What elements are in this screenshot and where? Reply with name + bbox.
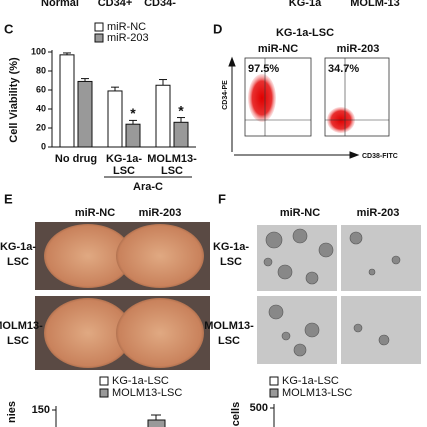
x-tick-label: MOLM13-LSC	[147, 153, 197, 177]
flow-plot	[244, 57, 312, 137]
column-label: miR-NC	[75, 207, 115, 219]
row-label: MOLM13-	[204, 320, 254, 332]
bar	[155, 84, 171, 148]
group-label: Ara-C	[133, 181, 163, 193]
axis-label: CD38-FITC	[362, 153, 398, 160]
top-label: KG-1a	[289, 0, 322, 9]
y-tick-label: 40	[36, 103, 46, 113]
axis-label: cells	[230, 402, 242, 426]
x-tick-label: KG-1a-LSC	[106, 153, 142, 177]
row-label: MOLM13-	[0, 320, 43, 332]
legend-label: miR-NC	[107, 21, 146, 33]
bar	[125, 123, 141, 148]
panel-label: D	[213, 21, 222, 36]
top-label: CD34+	[98, 0, 133, 9]
column-label: miR-203	[139, 207, 182, 219]
tick-label: 150	[32, 404, 50, 416]
legend-swatch	[94, 33, 104, 43]
row-label: KG-1a-	[213, 241, 249, 253]
percentage: 34.7%	[328, 63, 359, 75]
x-tick-label: No drug	[55, 153, 97, 165]
y-tick-label: 100	[31, 46, 46, 56]
dish-photo	[35, 222, 210, 370]
legend-label: MOLM13-LSC	[282, 387, 352, 399]
cell-photo	[257, 225, 421, 364]
legend-label: KG-1a-LSC	[112, 375, 169, 387]
bar	[59, 54, 75, 148]
legend-label: miR-203	[107, 32, 149, 44]
row-label: LSC	[220, 256, 242, 268]
top-label: CD34-	[144, 0, 176, 9]
legend-swatch	[99, 388, 109, 398]
significance: *	[130, 105, 136, 121]
panel-title: KG-1a-LSC	[276, 27, 334, 39]
bar	[77, 80, 93, 148]
y-tick-label: 60	[36, 84, 46, 94]
panel-label: E	[4, 191, 13, 206]
bar	[173, 121, 189, 148]
legend-swatch	[94, 22, 104, 32]
partial-bar	[147, 419, 166, 427]
significance: *	[178, 102, 184, 118]
column-label: miR-203	[337, 43, 380, 55]
flow-plot	[324, 57, 390, 137]
y-tick-label: 80	[36, 65, 46, 75]
row-label: LSC	[7, 256, 29, 268]
percentage: 97.5%	[248, 63, 279, 75]
y-tick-label: 0	[41, 141, 46, 151]
panel-label: C	[4, 21, 14, 36]
panel-label: F	[218, 191, 226, 206]
legend-swatch	[269, 388, 279, 398]
axis-label: CD34-PE	[222, 80, 229, 110]
top-label: MOLM-13	[350, 0, 400, 9]
legend-label: MOLM13-LSC	[112, 387, 182, 399]
axis-label: nies	[6, 401, 18, 423]
top-label: Normal	[41, 0, 79, 9]
legend-label: KG-1a-LSC	[282, 375, 339, 387]
column-label: miR-NC	[258, 43, 298, 55]
row-label: KG-1a-	[0, 241, 36, 253]
legend-swatch	[99, 376, 109, 386]
y-tick-label: 20	[36, 122, 46, 132]
legend-swatch	[269, 376, 279, 386]
bar	[107, 90, 123, 148]
row-label: LSC	[7, 335, 29, 347]
axis-arrows	[228, 56, 360, 159]
row-label: LSC	[218, 335, 240, 347]
y-axis-label: Cell Viability (%)	[8, 57, 20, 143]
column-label: miR-203	[357, 207, 400, 219]
tick-label: 500	[250, 402, 268, 414]
column-label: miR-NC	[280, 207, 320, 219]
